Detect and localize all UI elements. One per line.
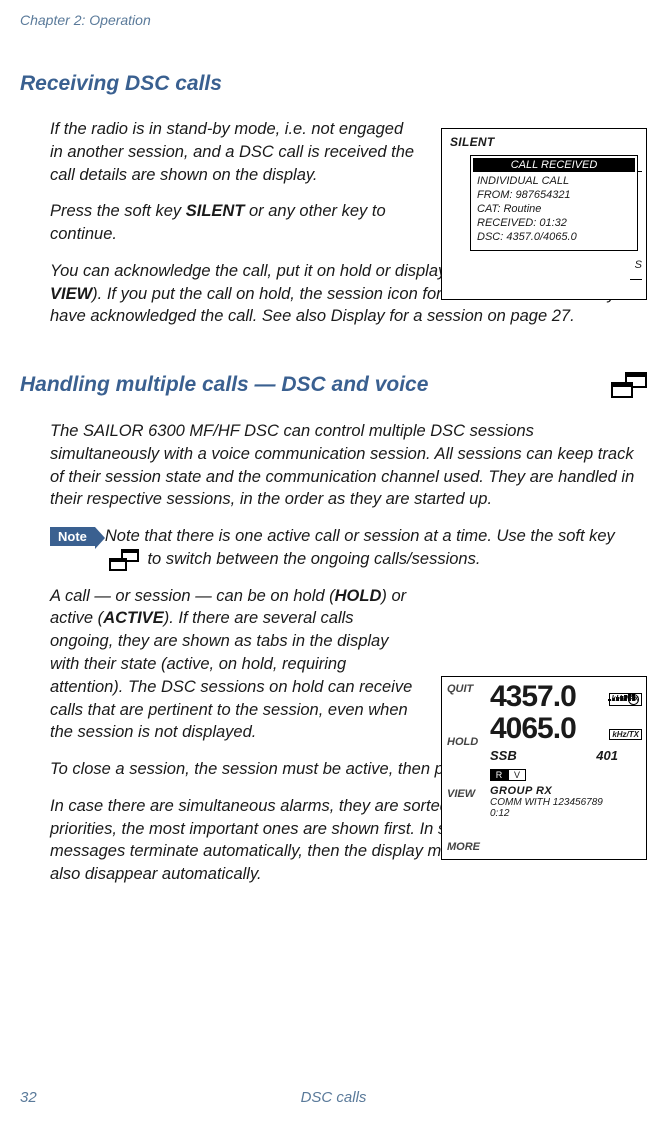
ref-display-session: Display for a session <box>331 307 483 325</box>
popup-category: CAT: Routine <box>471 202 637 216</box>
text: ). If there are several calls ongoing, t… <box>50 609 412 741</box>
display-main-area: kHz/RX 4357.0 kHz/TX 4065.0 SSB 401 RV G… <box>490 681 642 819</box>
softkey-more: MORE <box>447 841 487 853</box>
para-s2-2: A call — or session — can be on hold (HO… <box>50 585 420 744</box>
state-active: ACTIVE <box>103 609 164 627</box>
popup-from: FROM: 987654321 <box>471 188 637 202</box>
popup-call-type: INDIVIDUAL CALL <box>471 174 637 188</box>
para-s1-2: Press the soft key SILENT or any other k… <box>50 200 420 246</box>
softkey-quit: QUIT <box>447 683 487 695</box>
sessions-icon <box>611 372 647 398</box>
comm-with: COMM WITH 123456789 <box>490 797 642 808</box>
page-number: 32 <box>0 1089 50 1106</box>
tab-v: V <box>508 769 526 781</box>
key-view: VIEW <box>50 285 92 303</box>
unit-rx: kHz/RX <box>609 693 642 706</box>
para-s1-1: If the radio is in stand-by mode, i.e. n… <box>50 118 420 186</box>
rx-icon: RX <box>628 694 639 705</box>
note-block: Note Note that there is one active call … <box>50 525 647 571</box>
softkey-view: VIEW <box>447 788 487 800</box>
sessions-icon-inline <box>109 549 139 571</box>
popup-received-time: RECEIVED: 01:32 <box>471 216 637 230</box>
section-receiving-title: Receiving DSC calls <box>20 72 647 96</box>
state-hold: HOLD <box>335 587 382 605</box>
softkey-silent-label: SILENT <box>450 135 638 149</box>
note-text: Note that there is one active call or se… <box>105 525 647 571</box>
text: Press the soft key <box>50 202 186 220</box>
call-popup: CALL RECEIVED INDIVIDUAL CALL FROM: 9876… <box>470 155 638 251</box>
group-rx-label: GROUP RX <box>490 785 642 797</box>
text: A call — or session — can be on hold ( <box>50 587 335 605</box>
softkey-hold: HOLD <box>447 736 487 748</box>
unit-tx: kHz/TX <box>609 729 642 740</box>
text: to switch between the ongoing calls/sess… <box>143 550 481 568</box>
mode-row: SSB 401 <box>490 748 618 763</box>
softkey-column: QUIT HOLD VIEW MORE <box>447 683 487 853</box>
signal-bars-icon <box>608 683 642 691</box>
page-footer: 32 DSC calls <box>0 1089 667 1106</box>
stray-char: S <box>635 259 642 271</box>
mode-ssb: SSB <box>490 748 517 763</box>
para-s2-1: The SAILOR 6300 MF/HF DSC can control mu… <box>50 420 647 511</box>
channel-num: 401 <box>596 748 618 763</box>
text: on page 27. <box>483 307 575 325</box>
text: Note that there is one active call or se… <box>105 527 615 545</box>
rv-tabs: RV <box>490 765 642 783</box>
divider <box>630 279 642 280</box>
tab-r: R <box>490 769 508 781</box>
heading-text: Handling multiple calls — DSC and voice <box>20 373 428 397</box>
note-tag: Note <box>50 527 95 546</box>
radio-display-session: QUIT HOLD VIEW MORE kHz/RX 4357.0 kHz/TX… <box>441 676 647 860</box>
popup-dsc-freq: DSC: 4357.0/4065.0 <box>471 230 637 244</box>
radio-display-call-received: SILENT S CALL RECEIVED INDIVIDUAL CALL F… <box>441 128 647 300</box>
session-time: 0:12 <box>490 808 642 819</box>
key-silent: SILENT <box>186 202 245 220</box>
footer-title: DSC calls <box>50 1089 667 1106</box>
chapter-header: Chapter 2: Operation <box>0 0 667 28</box>
section-multicalls-title: Handling multiple calls — DSC and voice <box>20 372 647 398</box>
popup-title: CALL RECEIVED <box>473 158 635 172</box>
